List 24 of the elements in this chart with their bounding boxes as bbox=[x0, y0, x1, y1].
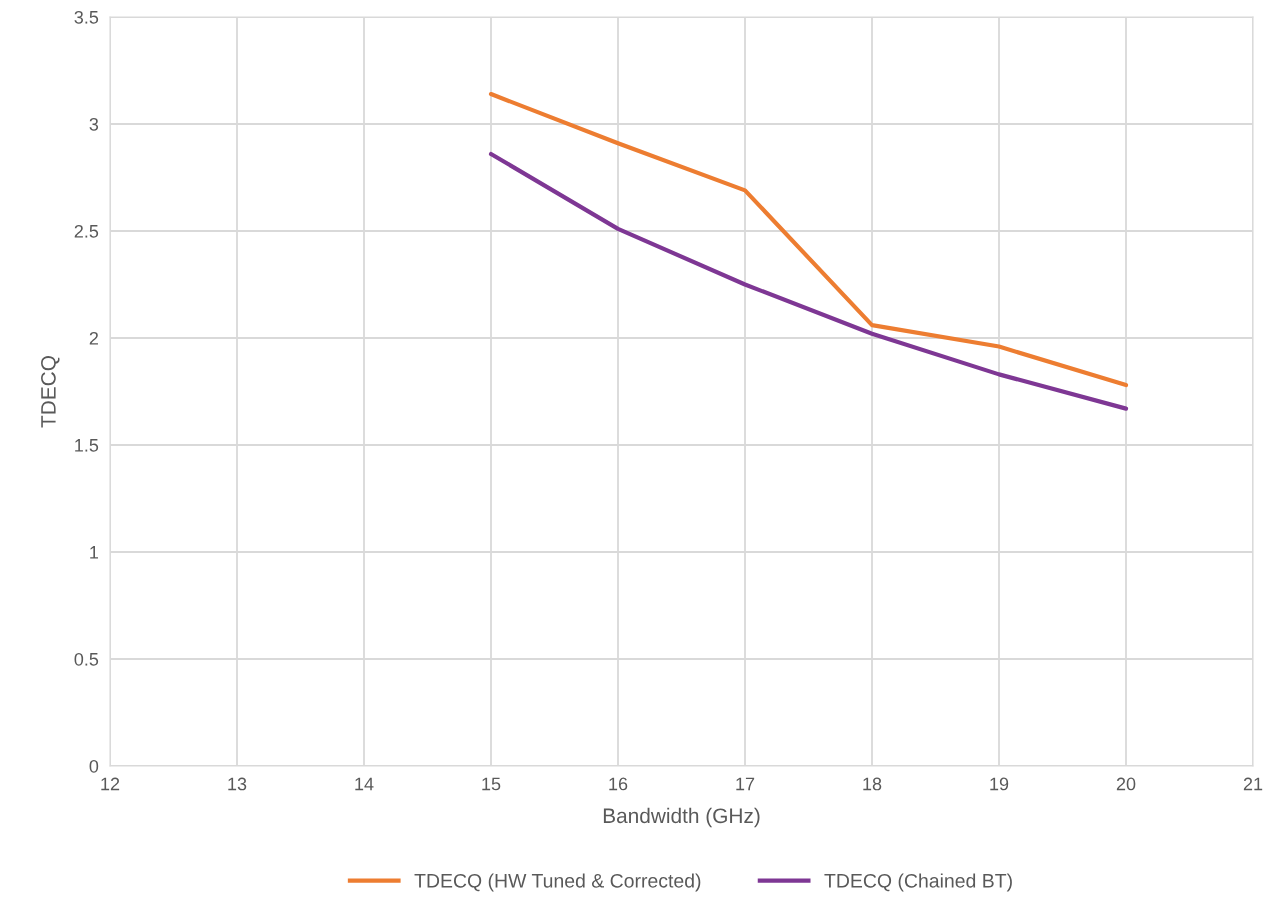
x-axis-title: Bandwidth (GHz) bbox=[603, 807, 760, 828]
line-series bbox=[488, 151, 1129, 411]
x-tick-label: 19 bbox=[990, 777, 1009, 791]
y-axis-title: TDECQ bbox=[41, 356, 60, 428]
y-tick-label: 3.5 bbox=[74, 10, 99, 24]
x-tick-label: 17 bbox=[736, 777, 755, 791]
y-tick-label: 2 bbox=[89, 331, 98, 345]
x-tick-label: 20 bbox=[1116, 777, 1136, 791]
x-tick-label: 21 bbox=[1243, 777, 1263, 791]
line-series bbox=[488, 91, 1129, 388]
legend-label: TDECQ (HW Tuned & Corrected) bbox=[414, 873, 701, 892]
x-tick-label: 13 bbox=[228, 777, 247, 791]
y-tick-label: 2.5 bbox=[74, 224, 99, 238]
y-tick-label: 3 bbox=[89, 117, 99, 131]
legend-label: TDECQ (Chained BT) bbox=[824, 873, 1012, 892]
x-tick-label: 18 bbox=[863, 777, 882, 791]
y-tick-label: 1 bbox=[90, 546, 99, 559]
y-tick-label: 0.5 bbox=[74, 652, 99, 666]
x-tick-label: 12 bbox=[101, 777, 120, 791]
y-tick-label: 0 bbox=[89, 759, 99, 773]
x-tick-label: 15 bbox=[482, 777, 501, 791]
x-tick-label: 14 bbox=[355, 777, 374, 791]
y-tick-label: 1.5 bbox=[75, 439, 99, 452]
x-tick-label: 16 bbox=[609, 777, 628, 791]
